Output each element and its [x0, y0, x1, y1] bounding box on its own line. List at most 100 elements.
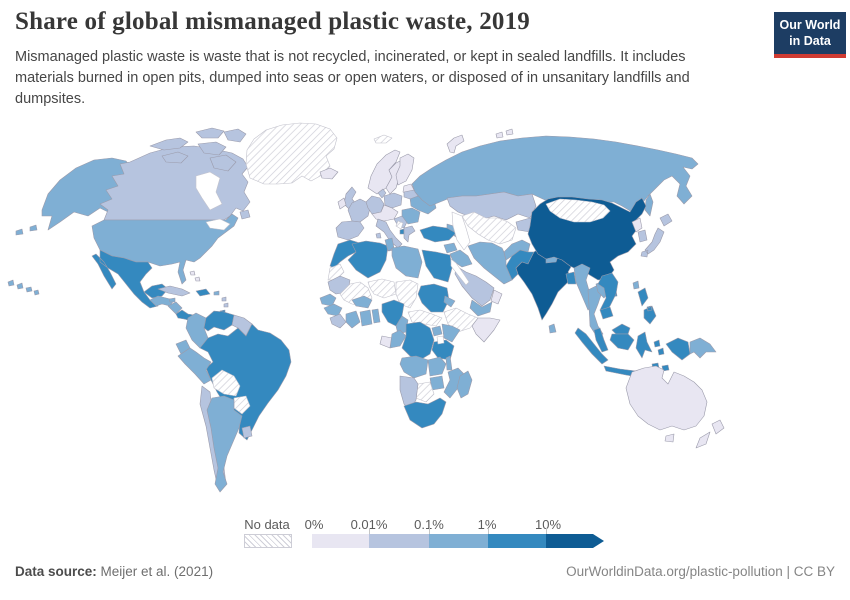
country-madagascar[interactable]	[456, 370, 473, 399]
country-senegal[interactable]	[319, 293, 337, 307]
country-chad[interactable]	[395, 279, 419, 309]
legend-tick-0: 0%	[304, 517, 324, 532]
country-spain[interactable]	[335, 220, 365, 241]
country-burkina-faso[interactable]	[351, 295, 373, 309]
country-ireland[interactable]	[337, 197, 347, 210]
footer-license[interactable]: OurWorldinData.org/plastic-pollution | C…	[566, 564, 835, 579]
legend-tickmark-4	[546, 528, 547, 534]
country-sierra-leone-liberia[interactable]	[329, 313, 347, 329]
country-nicaragua[interactable]	[167, 301, 183, 315]
country-mongolia[interactable]	[545, 198, 611, 223]
country-turkey[interactable]	[419, 225, 457, 243]
country-south-korea[interactable]	[637, 229, 648, 243]
country-syria[interactable]	[443, 242, 458, 254]
country-morocco[interactable]	[329, 239, 361, 269]
country-bahamas[interactable]	[189, 270, 201, 282]
country-peru[interactable]	[177, 347, 212, 385]
legend-arrow	[593, 534, 604, 548]
country-uruguay[interactable]	[241, 425, 253, 439]
country-new-zealand[interactable]	[695, 419, 725, 449]
country-japan[interactable]	[640, 213, 673, 258]
country-finland[interactable]	[395, 153, 415, 186]
country-kenya[interactable]	[441, 323, 461, 343]
country-niger[interactable]	[367, 278, 397, 299]
legend-tick-3: 1%	[477, 517, 497, 532]
country-central-african-republic[interactable]	[407, 309, 443, 327]
legend-segment-4[interactable]	[488, 534, 546, 548]
country-botswana[interactable]	[415, 381, 435, 403]
country-iceland[interactable]	[319, 167, 339, 180]
country-oman[interactable]	[490, 289, 503, 305]
country-malaysia[interactable]	[593, 323, 631, 353]
country-lesser-antilles[interactable]	[221, 296, 229, 308]
country-canada-arctic-islands[interactable]	[149, 127, 247, 172]
country-albania[interactable]	[399, 228, 405, 235]
country-central-asia[interactable]	[461, 211, 517, 245]
country-eritrea[interactable]	[443, 295, 456, 308]
country-poland[interactable]	[383, 192, 403, 209]
country-romania-bulgaria[interactable]	[401, 207, 421, 225]
legend-tickmark-1	[369, 528, 370, 534]
country-svalbard[interactable]	[373, 134, 393, 144]
country-hispaniola[interactable]	[195, 288, 211, 297]
country-bolivia[interactable]	[211, 369, 241, 397]
country-cambodia[interactable]	[599, 306, 614, 320]
country-north-korea[interactable]	[631, 217, 643, 233]
legend-segment-3[interactable]	[429, 534, 488, 548]
legend-no-data-swatch[interactable]	[244, 534, 292, 548]
legend-segment-2[interactable]	[369, 534, 429, 548]
country-hawaii[interactable]	[7, 279, 40, 296]
country-indonesia[interactable]	[574, 327, 691, 379]
country-papua-new-guinea[interactable]	[689, 337, 717, 359]
country-egypt[interactable]	[421, 249, 453, 283]
country-somalia[interactable]	[471, 317, 501, 343]
country-norway[interactable]	[367, 149, 401, 195]
country-zambia[interactable]	[427, 356, 447, 377]
country-china[interactable]	[527, 196, 647, 281]
country-jamaica[interactable]	[168, 297, 176, 303]
country-greenland[interactable]	[245, 122, 338, 185]
country-novaya-zemlya[interactable]	[446, 134, 465, 154]
country-guatemala-honduras[interactable]	[149, 295, 175, 307]
page-subtitle: Mismanaged plastic waste is waste that i…	[15, 49, 690, 108]
legend-segment-5[interactable]	[546, 534, 593, 548]
country-mozambique[interactable]	[443, 367, 465, 399]
country-congo[interactable]	[389, 329, 407, 349]
country-angola[interactable]	[399, 355, 429, 379]
country-uganda[interactable]	[431, 325, 443, 337]
country-sudan[interactable]	[417, 283, 450, 313]
country-denmark[interactable]	[377, 188, 387, 199]
country-taiwan[interactable]	[632, 280, 640, 290]
owid-logo[interactable]: Our World in Data	[774, 12, 846, 59]
country-ivory-coast[interactable]	[345, 310, 361, 329]
country-guinea[interactable]	[323, 303, 343, 317]
country-australia[interactable]	[625, 365, 708, 443]
country-sri-lanka[interactable]	[548, 323, 557, 334]
footer-source: Data source: Meijer et al. (2021)	[15, 564, 213, 579]
country-puerto-rico[interactable]	[213, 290, 220, 296]
country-philippines[interactable]	[637, 287, 657, 325]
country-bangladesh[interactable]	[565, 271, 577, 285]
country-south-africa[interactable]	[403, 397, 447, 429]
country-belarus[interactable]	[403, 189, 419, 200]
country-balkans-nodata[interactable]	[395, 220, 404, 230]
great-lakes	[205, 218, 231, 231]
country-greece[interactable]	[403, 225, 416, 243]
country-algeria[interactable]	[347, 240, 389, 279]
country-libya[interactable]	[391, 245, 423, 279]
legend-no-data-label: No data	[244, 517, 290, 532]
legend-segment-1[interactable]	[312, 534, 369, 548]
red-sea	[450, 258, 470, 286]
country-malawi[interactable]	[445, 355, 453, 371]
country-drc[interactable]	[401, 321, 435, 361]
country-togo-benin[interactable]	[371, 308, 381, 324]
country-venezuela[interactable]	[203, 310, 235, 332]
country-yemen[interactable]	[469, 299, 493, 317]
country-cuba[interactable]	[157, 285, 191, 297]
country-arctic-russia-islands[interactable]	[495, 128, 514, 139]
country-ghana[interactable]	[359, 309, 373, 327]
country-argentina[interactable]	[206, 395, 243, 493]
country-newfoundland[interactable]	[239, 209, 251, 220]
